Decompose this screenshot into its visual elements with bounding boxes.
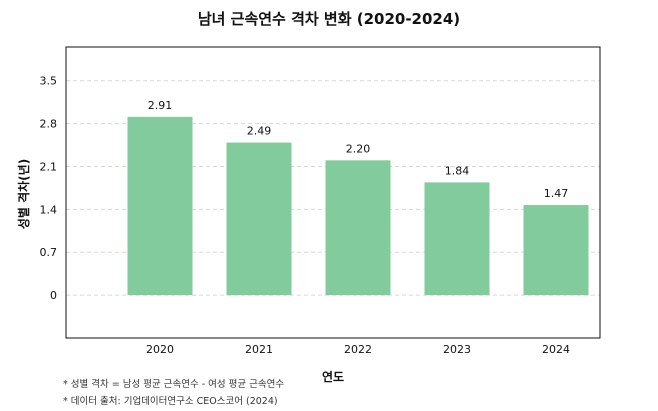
y-tick-label: 2.1 [40,160,58,173]
y-tick-labels: 0 0.7 1.4 2.1 2.8 3.5 [40,75,58,302]
bar-value-label: 2.20 [346,142,371,155]
y-tick-label: 0.7 [40,246,58,259]
x-tick-label: 2020 [146,343,174,356]
bar-2024 [523,205,589,296]
bar-2021 [226,142,292,296]
x-tick-label: 2021 [245,343,273,356]
bar-2020 [127,116,193,296]
y-tick-label: 0 [50,289,57,302]
bar-value-label: 2.49 [247,125,272,138]
x-tick-label: 2022 [344,343,372,356]
bar-value-label: 1.84 [445,164,470,177]
bar-value-labels: 2.91 2.49 2.20 1.84 1.47 [148,99,569,200]
bar-value-label: 1.47 [544,187,569,200]
footnote-source: * 데이터 출처: 기업데이터연구소 CEO스코어 (2024) [63,396,278,407]
y-tick-label: 3.5 [40,75,58,88]
bar-value-label: 2.91 [148,99,173,112]
x-tick-label: 2023 [443,343,471,356]
y-axis-title: 성별 격차(년) [16,159,31,229]
chart-title: 남녀 근속연수 격차 변화 (2020-2024) [197,10,461,28]
bar-2023 [424,182,490,296]
footnote-definition: * 성별 격차 = 남성 평균 근속연수 - 여성 평균 근속연수 [63,379,285,390]
bar-2022 [325,160,391,296]
y-tick-label: 1.4 [40,203,58,216]
y-tick-label: 2.8 [40,118,58,131]
x-axis-title: 연도 [322,369,344,384]
x-tick-label: 2024 [542,343,570,356]
bars [127,116,589,296]
plot-frame [65,46,601,339]
x-tick-labels: 2020 2021 2022 2023 2024 [146,343,570,356]
